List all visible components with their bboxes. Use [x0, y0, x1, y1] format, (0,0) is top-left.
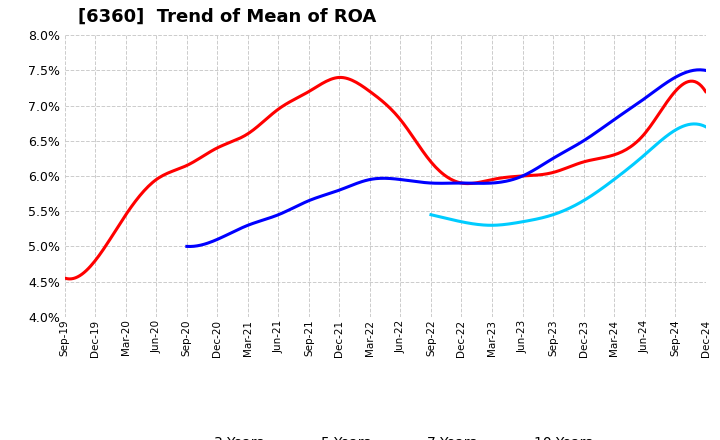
7 Years: [427, 212, 436, 217]
3 Years: [60, 275, 69, 281]
3 Years: [701, 89, 710, 94]
7 Years: [487, 223, 496, 228]
5 Years: [186, 244, 194, 249]
7 Years: [659, 136, 667, 141]
3 Years: [646, 124, 654, 129]
5 Years: [654, 85, 663, 91]
Legend: 3 Years, 5 Years, 7 Years, 10 Years: 3 Years, 5 Years, 7 Years, 10 Years: [173, 431, 598, 440]
5 Years: [694, 67, 703, 73]
3 Years: [446, 176, 455, 182]
3 Years: [63, 276, 71, 281]
Line: 3 Years: 3 Years: [65, 77, 706, 279]
5 Years: [502, 179, 510, 184]
5 Years: [183, 244, 192, 249]
5 Years: [621, 109, 630, 114]
Line: 5 Years: 5 Years: [187, 70, 706, 246]
5 Years: [493, 180, 502, 185]
5 Years: [491, 180, 500, 185]
5 Years: [701, 68, 710, 73]
Text: [6360]  Trend of Mean of ROA: [6360] Trend of Mean of ROA: [78, 7, 376, 26]
7 Years: [590, 191, 599, 196]
7 Years: [677, 125, 685, 130]
3 Years: [337, 75, 346, 80]
7 Years: [595, 187, 604, 193]
7 Years: [690, 121, 699, 127]
3 Years: [457, 180, 466, 186]
7 Years: [701, 124, 710, 129]
Line: 7 Years: 7 Years: [431, 124, 706, 225]
7 Years: [591, 191, 600, 196]
7 Years: [428, 212, 436, 217]
3 Years: [65, 276, 73, 282]
3 Years: [444, 175, 453, 180]
3 Years: [605, 154, 613, 159]
5 Years: [184, 244, 193, 249]
